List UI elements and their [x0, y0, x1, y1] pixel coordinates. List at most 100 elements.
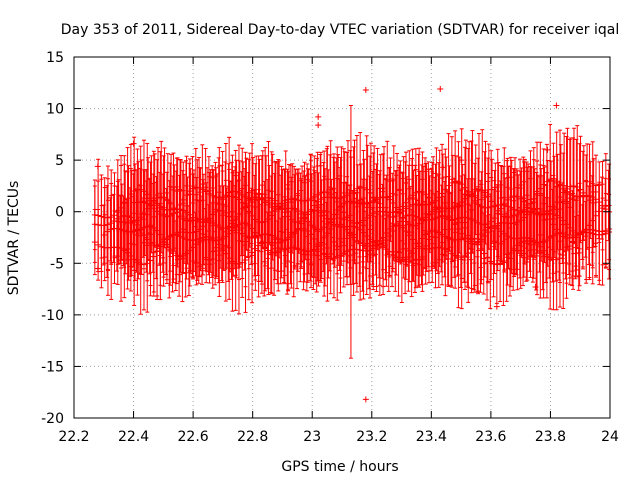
data-point [402, 199, 409, 206]
data-point [569, 227, 576, 234]
data-point [454, 215, 461, 222]
data-point [441, 215, 448, 222]
data-point [315, 122, 322, 129]
data-point [343, 214, 350, 221]
data-point [438, 212, 445, 219]
data-point [418, 235, 425, 242]
data-point [202, 188, 209, 195]
data-point [274, 203, 281, 210]
data-point [225, 230, 232, 237]
data-point [599, 231, 606, 238]
x-tick-label: 22.2 [58, 429, 89, 445]
data-point [228, 193, 235, 200]
y-tick-labels: -20 -15 -10 -5 0 5 10 15 [41, 50, 64, 427]
y-tick-label: 10 [46, 102, 64, 118]
data-point [582, 226, 589, 233]
data-point [346, 217, 353, 224]
data-point [503, 254, 510, 261]
data-point [448, 216, 455, 223]
data-point [297, 246, 304, 253]
y-tick-label: 15 [46, 50, 64, 66]
data-point [291, 196, 298, 203]
data-series [91, 85, 613, 403]
data-point [218, 235, 225, 242]
data-point [533, 209, 540, 216]
data-point [235, 196, 242, 203]
data-point [117, 226, 124, 233]
data-point [264, 216, 271, 223]
data-point [271, 208, 278, 215]
data-point [248, 212, 255, 219]
data-point [238, 199, 245, 206]
data-point [405, 253, 412, 260]
data-point [199, 186, 206, 193]
data-point [567, 183, 574, 190]
data-point [566, 224, 573, 231]
data-point [182, 192, 189, 199]
data-point [382, 246, 389, 253]
x-axis-title: GPS time / hours [281, 459, 398, 475]
data-point [481, 221, 488, 228]
data-point [304, 197, 311, 204]
data-point [484, 220, 491, 227]
data-point [532, 284, 539, 291]
data-point [562, 221, 569, 228]
x-tick-label: 23.4 [416, 429, 447, 445]
data-point [271, 249, 278, 256]
data-point [277, 200, 284, 207]
data-point [517, 195, 524, 202]
data-point [579, 229, 586, 236]
data-point [580, 189, 587, 196]
x-tick-label: 23.6 [475, 429, 506, 445]
data-point [399, 203, 406, 210]
data-point [513, 193, 520, 200]
data-point [408, 250, 415, 257]
data-point [379, 208, 386, 215]
data-point [317, 189, 324, 196]
data-point [553, 212, 560, 219]
data-point [577, 186, 584, 193]
data-point [209, 192, 216, 199]
data-point [300, 197, 307, 204]
data-point [389, 209, 396, 216]
data-point [268, 212, 275, 219]
data-point [418, 189, 425, 196]
data-point [232, 194, 239, 201]
data-point [487, 258, 494, 265]
plot-frame [73, 56, 611, 419]
y-tick-label: -5 [50, 256, 64, 272]
data-point [553, 102, 560, 109]
data-point [146, 202, 153, 209]
data-point [570, 182, 577, 189]
data-point [412, 189, 419, 196]
data-point [451, 216, 458, 223]
data-point [323, 189, 330, 196]
data-point [169, 210, 176, 217]
data-point [363, 214, 370, 221]
data-point [595, 208, 602, 215]
data-point [362, 396, 369, 403]
data-point [195, 238, 202, 245]
data-point [255, 218, 262, 225]
data-point [395, 206, 402, 213]
axis-ticks [73, 56, 611, 419]
data-point [598, 205, 605, 212]
data-point [294, 245, 301, 252]
data-point [440, 164, 447, 171]
data-point [490, 215, 497, 222]
data-point [300, 247, 307, 254]
data-point [506, 250, 513, 257]
data-point [559, 217, 566, 224]
data-point [366, 212, 373, 219]
data-point [497, 205, 504, 212]
data-point [192, 241, 199, 248]
data-point [471, 217, 478, 224]
data-point [172, 252, 179, 259]
data-point [356, 219, 363, 226]
data-point [173, 206, 180, 213]
data-point [316, 239, 323, 246]
data-point [479, 187, 486, 194]
data-point [310, 246, 317, 253]
data-point [189, 244, 196, 251]
